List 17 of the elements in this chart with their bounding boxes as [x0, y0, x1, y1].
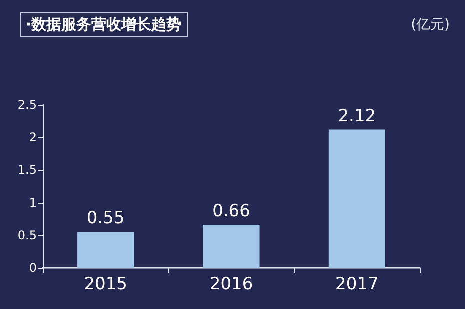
bar — [328, 130, 386, 268]
data-label: 2.12 — [338, 106, 376, 126]
data-label: 0.55 — [86, 208, 125, 229]
y-tick-label: 1.5 — [18, 163, 37, 178]
x-tick-label: 2017 — [336, 274, 379, 294]
y-tick-label: 2.5 — [18, 98, 37, 112]
x-tick-label: 2016 — [210, 274, 254, 294]
bar — [203, 224, 260, 268]
text: (亿元) — [411, 17, 450, 33]
y-tick-label: 0 — [29, 261, 37, 275]
bar — [78, 232, 134, 268]
chart-title: ·数据服务营收增长趋势 — [26, 16, 182, 34]
y-tick-label: 1 — [29, 196, 37, 210]
y-tick-label: 0.5 — [18, 228, 37, 242]
x-tick-label: 2015 — [84, 274, 128, 294]
data-label: 0.66 — [212, 201, 250, 222]
y-tick-label: 2 — [29, 130, 37, 145]
